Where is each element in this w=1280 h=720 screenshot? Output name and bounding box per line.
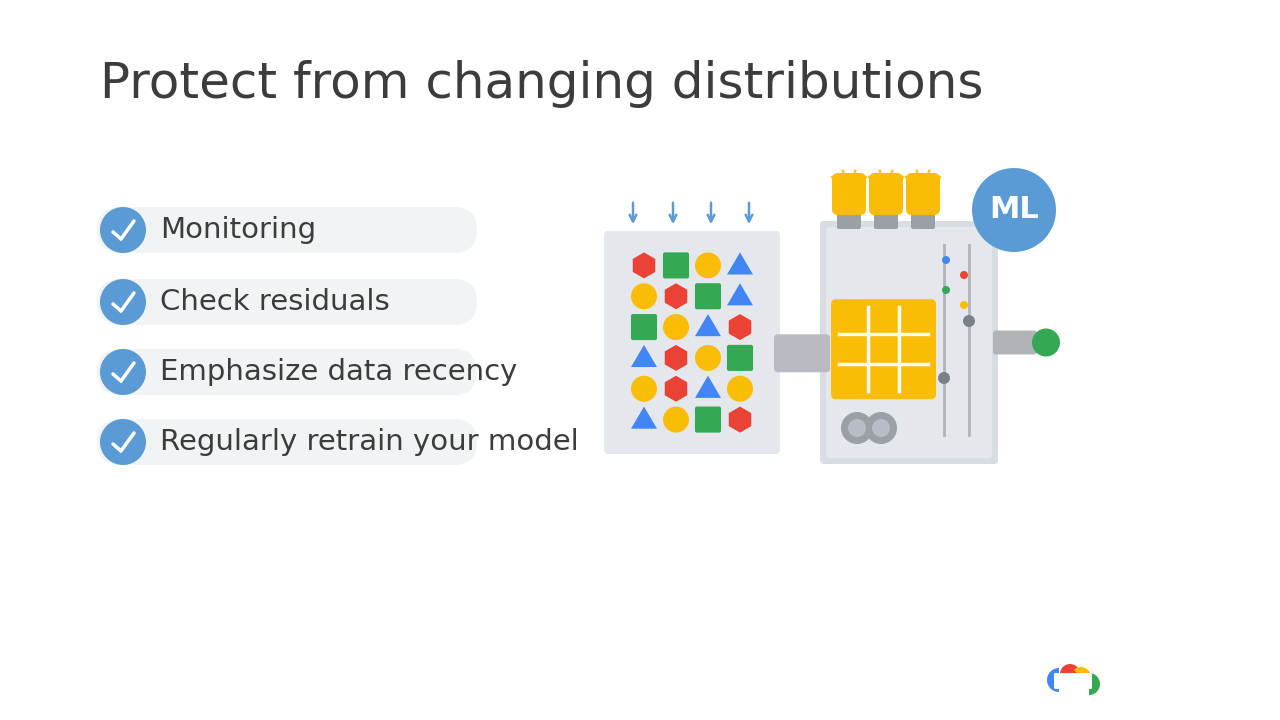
FancyBboxPatch shape <box>631 314 657 340</box>
Polygon shape <box>695 376 721 398</box>
FancyBboxPatch shape <box>774 334 829 372</box>
Circle shape <box>695 253 721 279</box>
Circle shape <box>695 345 721 371</box>
FancyBboxPatch shape <box>831 300 936 399</box>
Circle shape <box>631 283 657 310</box>
FancyBboxPatch shape <box>820 221 998 464</box>
FancyBboxPatch shape <box>604 231 780 454</box>
FancyBboxPatch shape <box>695 407 721 433</box>
Circle shape <box>100 279 146 325</box>
Circle shape <box>727 376 753 402</box>
FancyBboxPatch shape <box>911 203 934 229</box>
Circle shape <box>631 376 657 402</box>
FancyBboxPatch shape <box>1053 673 1092 689</box>
Circle shape <box>663 407 689 433</box>
Circle shape <box>663 314 689 340</box>
Polygon shape <box>695 314 721 336</box>
Text: Check residuals: Check residuals <box>160 288 389 316</box>
FancyBboxPatch shape <box>832 173 867 215</box>
Circle shape <box>841 412 873 444</box>
FancyBboxPatch shape <box>97 349 477 395</box>
Circle shape <box>1032 328 1060 356</box>
FancyBboxPatch shape <box>869 173 902 215</box>
FancyBboxPatch shape <box>993 330 1037 354</box>
Circle shape <box>960 301 968 309</box>
FancyBboxPatch shape <box>906 173 940 215</box>
Polygon shape <box>631 345 657 367</box>
Circle shape <box>100 419 146 465</box>
Circle shape <box>963 315 975 327</box>
FancyBboxPatch shape <box>97 419 477 465</box>
Polygon shape <box>727 283 753 305</box>
Circle shape <box>100 207 146 253</box>
FancyBboxPatch shape <box>97 207 477 253</box>
FancyBboxPatch shape <box>97 279 477 325</box>
FancyBboxPatch shape <box>695 283 721 310</box>
Circle shape <box>100 349 146 395</box>
Text: Regularly retrain your model: Regularly retrain your model <box>160 428 579 456</box>
Polygon shape <box>664 283 687 310</box>
Circle shape <box>938 372 950 384</box>
Polygon shape <box>728 407 751 433</box>
Circle shape <box>960 271 968 279</box>
Polygon shape <box>664 345 687 371</box>
Circle shape <box>972 168 1056 252</box>
Circle shape <box>865 412 897 444</box>
Circle shape <box>872 419 890 437</box>
Text: Emphasize data recency: Emphasize data recency <box>160 358 517 386</box>
FancyBboxPatch shape <box>826 227 992 458</box>
Wedge shape <box>1047 668 1059 692</box>
Text: Monitoring: Monitoring <box>160 216 316 244</box>
Polygon shape <box>727 253 753 274</box>
Wedge shape <box>1060 664 1080 674</box>
Text: Protect from changing distributions: Protect from changing distributions <box>100 60 983 108</box>
Circle shape <box>942 286 950 294</box>
Circle shape <box>942 256 950 264</box>
FancyBboxPatch shape <box>727 345 753 371</box>
Circle shape <box>849 419 867 437</box>
FancyBboxPatch shape <box>837 203 861 229</box>
Polygon shape <box>631 407 657 428</box>
Wedge shape <box>1089 673 1100 695</box>
Text: ML: ML <box>989 196 1039 225</box>
Polygon shape <box>632 253 655 279</box>
FancyBboxPatch shape <box>874 203 899 229</box>
Polygon shape <box>728 314 751 340</box>
Polygon shape <box>664 376 687 402</box>
FancyBboxPatch shape <box>663 253 689 279</box>
Wedge shape <box>1074 667 1091 684</box>
